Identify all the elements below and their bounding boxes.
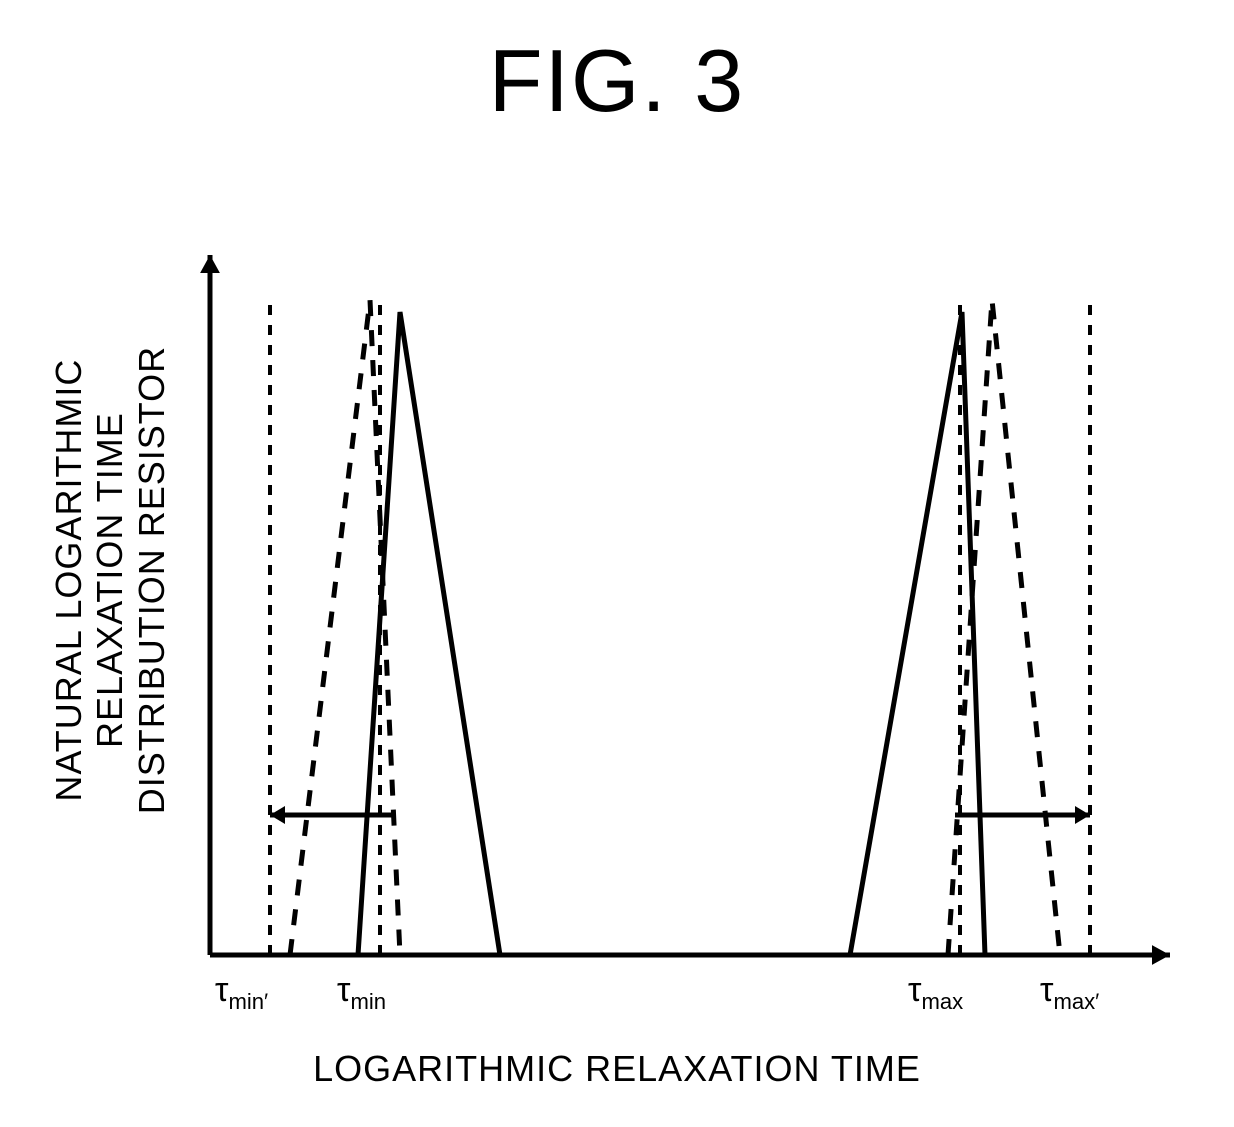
x-axis-arrow (1152, 945, 1170, 965)
figure-container: FIG. 3 NATURAL LOGARITHMIC RELAXATION TI… (0, 0, 1234, 1127)
peak-left_dashed (290, 300, 400, 955)
y-axis-arrow (200, 255, 220, 273)
shift-arrow-head-shift_right (1075, 806, 1090, 824)
x-axis-label: LOGARITHMIC RELAXATION TIME (0, 1048, 1234, 1090)
tick-lbl_min_prime: τmin′ (215, 971, 268, 1015)
tick-lbl_min: τmin (337, 971, 386, 1015)
plot-svg (0, 0, 1234, 1127)
tick-lbl_max_prime: τmax′ (1040, 971, 1099, 1015)
peak-right_solid (850, 312, 985, 955)
tick-lbl_max: τmax (908, 971, 963, 1015)
shift-arrow-head-shift_left (270, 806, 285, 824)
